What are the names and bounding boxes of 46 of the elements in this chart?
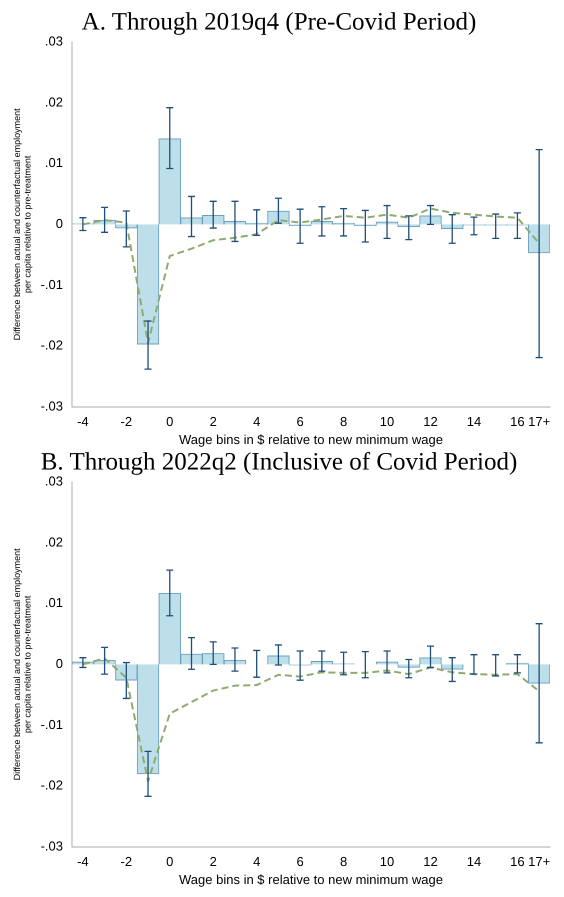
y-tick-label: .02 <box>44 534 63 550</box>
x-tick-label: -2 <box>120 854 132 870</box>
x-tick-label: -4 <box>77 414 89 430</box>
x-tick-label: 0 <box>166 854 174 870</box>
x-tick-label: 2 <box>210 854 217 870</box>
x-tick-label: 14 <box>466 854 482 870</box>
y-axis-title: Difference between actual and counterfactual employment per capita relative to pre-treatment <box>12 108 33 340</box>
x-tick-label: 10 <box>380 414 394 430</box>
y-tick-label: -.02 <box>40 778 63 793</box>
x-tick-label: 6 <box>296 414 304 430</box>
x-tick-label: 16 <box>510 854 525 870</box>
x-tick-label: 17+ <box>528 854 550 870</box>
line-series <box>82 657 540 782</box>
x-tick-label: 10 <box>380 854 394 870</box>
y-tick-label: 0 <box>56 216 63 231</box>
x-tick-label: -2 <box>120 414 132 430</box>
x-tick-label: 0 <box>166 414 174 430</box>
y-tick-label: -.02 <box>40 338 63 353</box>
x-tick-label: -4 <box>77 854 89 870</box>
x-tick-label: 14 <box>466 414 482 430</box>
y-tick-label: -.01 <box>40 276 63 292</box>
y-tick-label: .01 <box>44 595 63 610</box>
x-tick-label: 8 <box>340 414 348 430</box>
y-tick-label: .03 <box>44 34 63 49</box>
x-axis-title: Wage bins in $ relative to new minimum wage <box>179 872 443 887</box>
x-tick-label: 8 <box>340 854 348 870</box>
x-tick-label: 17+ <box>528 414 550 430</box>
y-tick-label: -.03 <box>40 398 63 414</box>
x-tick-label: 12 <box>423 854 438 870</box>
x-tick-label: 4 <box>253 414 260 430</box>
x-tick-label: 16 <box>510 414 525 430</box>
y-axis-title: Difference between actual and counterfactual employment per capita relative to pre-treatment <box>12 548 33 780</box>
x-tick-label: 4 <box>253 854 260 870</box>
y-tick-label: .02 <box>44 94 63 110</box>
y-tick-label: .01 <box>44 155 63 170</box>
y-tick-label: .03 <box>44 474 63 489</box>
chart-title: B. Through 2022q2 (Inclusive of Covid Period) <box>40 448 518 476</box>
x-tick-label: 2 <box>210 414 217 430</box>
y-tick-label: 0 <box>56 656 63 671</box>
chart-title: A. Through 2019q4 (Pre-Covid Period) <box>82 8 476 36</box>
line-series <box>82 208 540 344</box>
x-tick-label: 12 <box>423 414 438 430</box>
x-axis-title: Wage bins in $ relative to new minimum wage <box>179 432 443 447</box>
y-tick-label: -.01 <box>40 716 63 732</box>
x-tick-label: 6 <box>296 854 304 870</box>
y-tick-label: -.03 <box>40 838 63 854</box>
